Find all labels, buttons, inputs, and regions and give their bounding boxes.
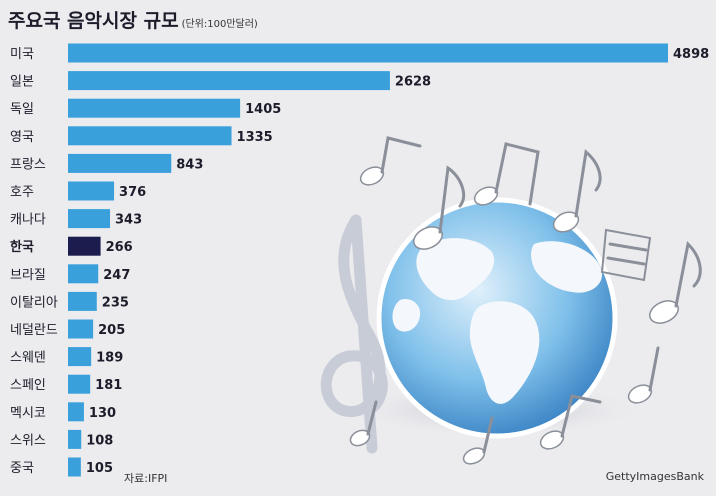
- bar: [68, 402, 84, 422]
- bar-value-label: 108: [86, 433, 113, 448]
- bar: [68, 153, 172, 173]
- bar: [68, 429, 82, 449]
- bar: [68, 98, 241, 118]
- bar-value-label: 266: [106, 240, 133, 255]
- category-label: 일본: [10, 75, 34, 90]
- chart-title-group: 주요국 음악시장 규모 (단위:100만달러): [8, 6, 258, 33]
- bar-value-label: 1405: [245, 102, 281, 117]
- bar-value-label: 4898: [673, 47, 709, 62]
- bar: [68, 264, 99, 284]
- chart-title: 주요국 음악시장 규모: [8, 10, 179, 32]
- category-label: 한국: [10, 239, 34, 255]
- bar: [68, 457, 81, 477]
- bar-value-label: 247: [103, 268, 130, 283]
- category-label: 캐나다: [10, 213, 46, 228]
- bar-value-label: 105: [86, 461, 113, 476]
- category-label: 독일: [10, 102, 34, 117]
- category-label: 이탈리아: [10, 295, 58, 310]
- image-credit: GettyImagesBank: [605, 470, 704, 483]
- bar: [68, 181, 115, 201]
- bar: [68, 43, 668, 63]
- bar: [68, 236, 101, 256]
- category-label: 네덜란드: [10, 323, 58, 338]
- bar: [68, 374, 91, 394]
- bar-value-label: 376: [119, 185, 146, 200]
- category-label: 스위스: [10, 433, 46, 448]
- bar: [68, 209, 111, 229]
- bar-value-label: 189: [96, 351, 123, 366]
- bar: [68, 126, 232, 146]
- bar: [68, 71, 390, 91]
- unit-label: (단위:100만달러): [181, 19, 258, 30]
- bar: [68, 319, 94, 339]
- bar-value-label: 343: [115, 213, 142, 228]
- bar: [68, 347, 92, 367]
- category-label: 중국: [10, 461, 34, 476]
- bar-value-label: 843: [176, 157, 203, 172]
- category-label: 스웨덴: [10, 351, 46, 366]
- category-label: 스페인: [10, 378, 46, 393]
- category-label: 영국: [10, 130, 34, 145]
- bar: [68, 291, 97, 311]
- category-label: 멕시코: [10, 406, 46, 421]
- category-label: 미국: [10, 47, 34, 62]
- treble-clef-icon: [320, 214, 388, 454]
- bar-value-label: 130: [89, 406, 116, 421]
- music-note-icon: [349, 136, 702, 465]
- category-label: 호주: [10, 185, 34, 200]
- source-label: 자료:IFPI: [124, 472, 168, 485]
- bar-value-label: 205: [98, 323, 125, 338]
- category-label: 프랑스: [10, 157, 46, 172]
- bar-value-label: 1335: [237, 130, 273, 145]
- bar-value-label: 235: [102, 295, 129, 310]
- bar-value-label: 181: [95, 378, 122, 393]
- category-label: 브라질: [10, 268, 46, 283]
- bar-value-label: 2628: [395, 75, 431, 90]
